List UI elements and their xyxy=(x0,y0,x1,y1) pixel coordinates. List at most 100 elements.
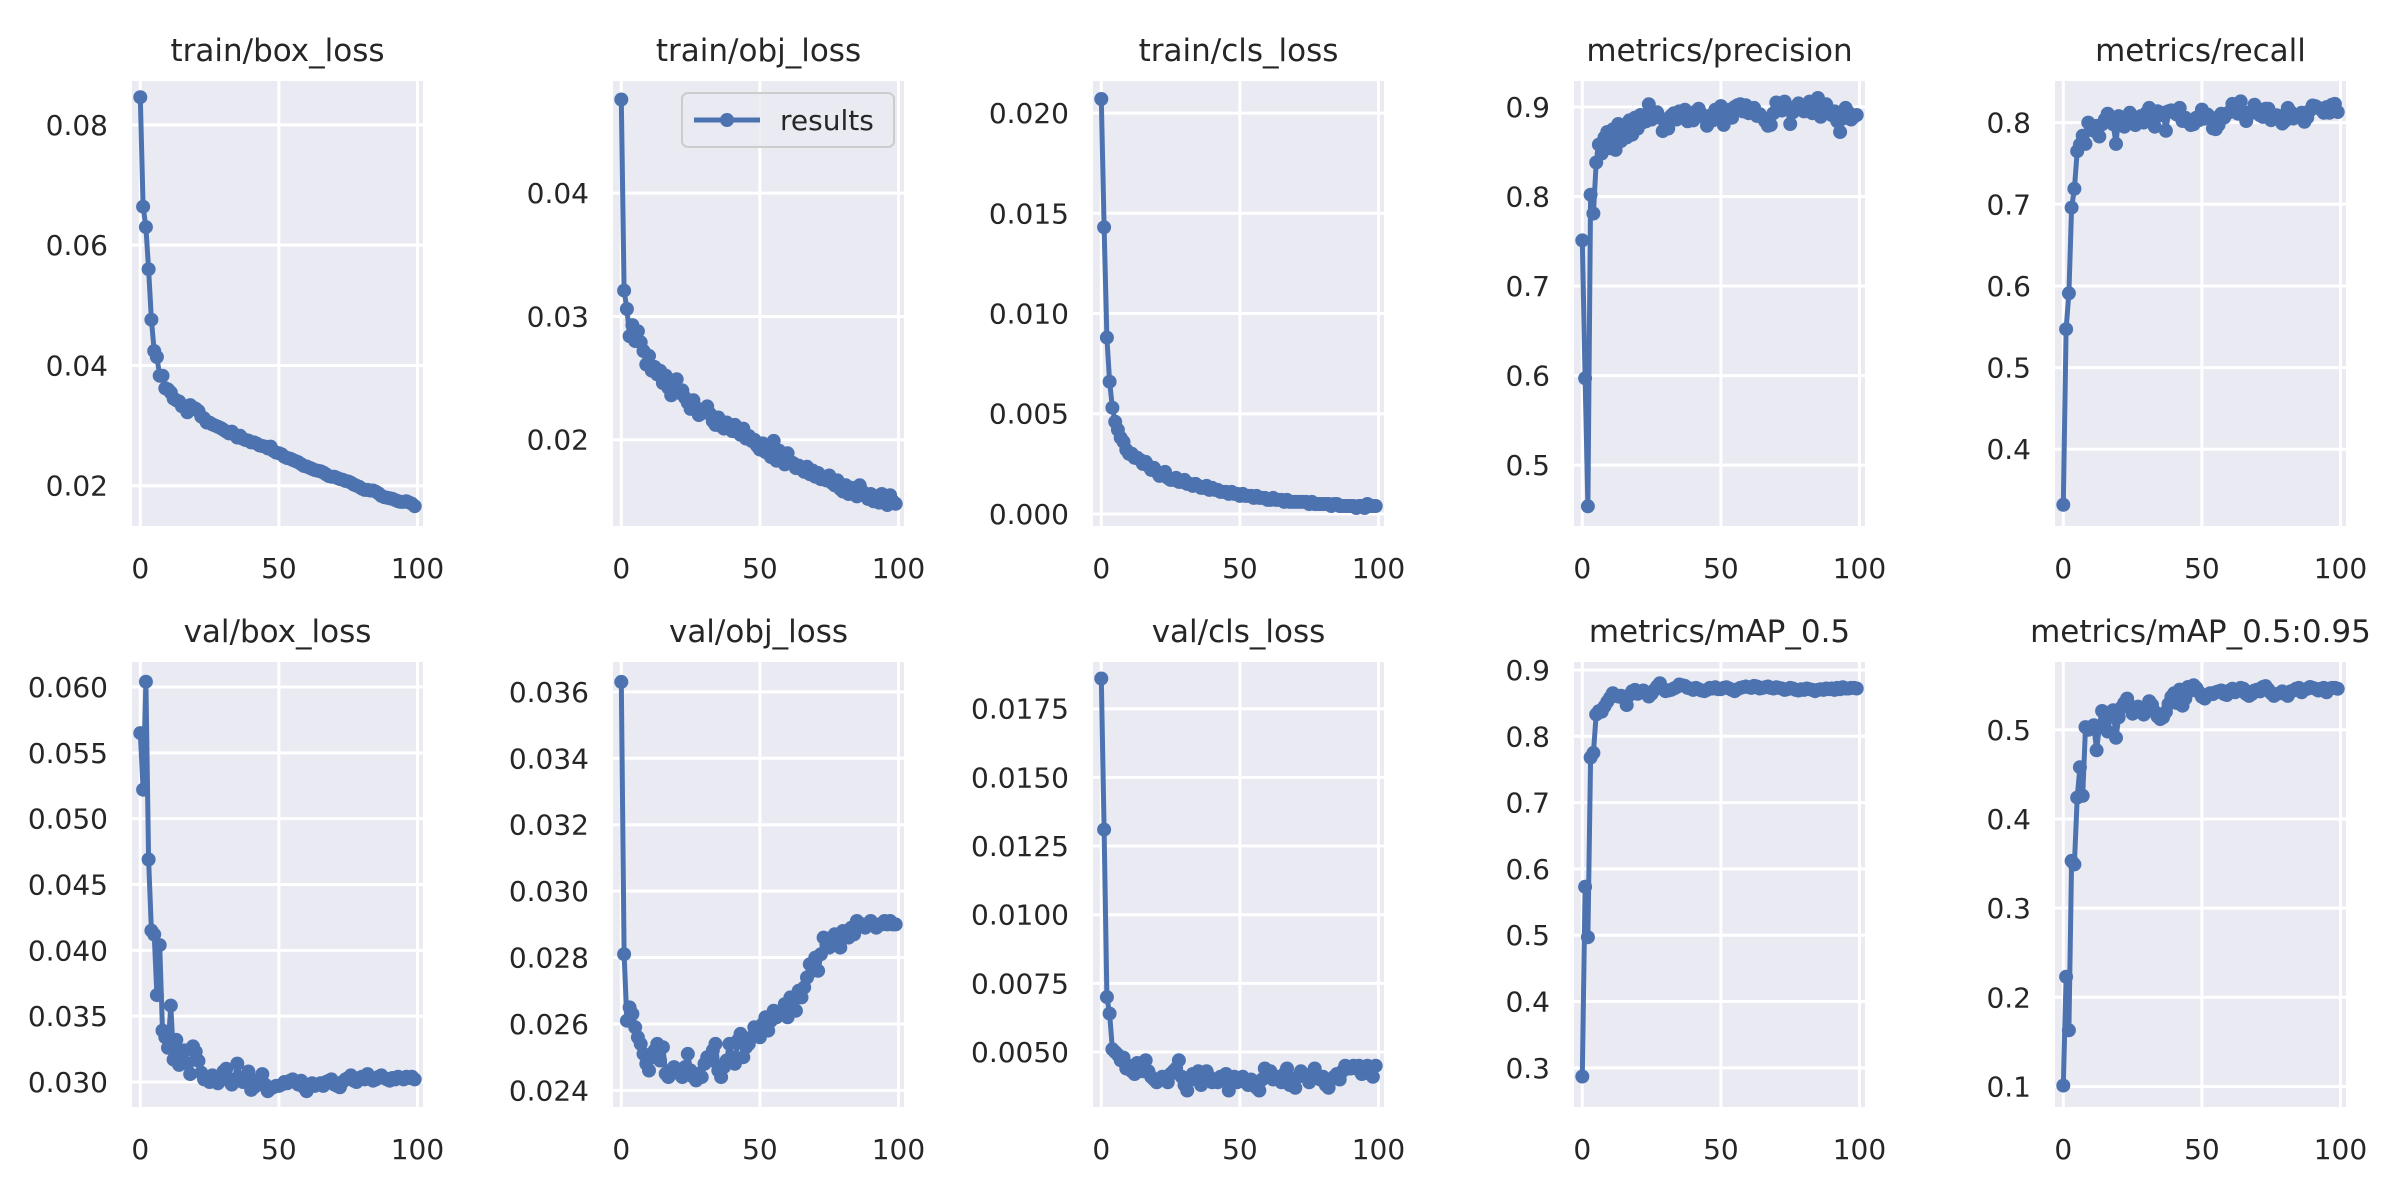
y-tick-label: 0.7 xyxy=(1505,787,1550,820)
legend-label: results xyxy=(780,104,874,137)
y-tick-label: 0.0050 xyxy=(971,1036,1069,1069)
data-point xyxy=(658,368,673,383)
x-tick-label: 50 xyxy=(2184,552,2220,585)
data-point xyxy=(669,372,684,387)
y-tick-label: 0.045 xyxy=(28,869,108,902)
data-point xyxy=(1849,681,1864,696)
x-tick-label: 0 xyxy=(131,1133,149,1166)
data-point xyxy=(133,726,148,741)
y-tick-label: 0.055 xyxy=(28,737,108,770)
data-point xyxy=(2061,286,2076,301)
y-tick-label: 0.9 xyxy=(1505,654,1550,687)
y-tick-label: 0.0125 xyxy=(971,830,1069,863)
data-point xyxy=(191,1053,206,1068)
data-point xyxy=(1094,92,1109,106)
y-tick-label: 0.034 xyxy=(509,742,589,775)
y-tick-label: 0.5 xyxy=(1505,449,1550,482)
data-point xyxy=(138,674,153,689)
data-point xyxy=(149,350,164,364)
data-point xyxy=(1368,499,1383,513)
y-tick-label: 0.000 xyxy=(989,498,1069,531)
y-tick-label: 0.0075 xyxy=(971,967,1069,1000)
subplot-train-cls-loss: 0.000 0.005 0.010 0.015 0.020 0 50 100 train/cls… xyxy=(989,33,1405,585)
y-tick-label: 0.8 xyxy=(1505,720,1550,753)
data-point xyxy=(1365,1069,1380,1084)
y-tick-label: 0.1 xyxy=(1986,1070,2031,1103)
data-point xyxy=(1105,400,1120,415)
y-tick-label: 0.3 xyxy=(1505,1052,1550,1085)
x-tick-label: 50 xyxy=(1703,552,1739,585)
data-point xyxy=(694,1070,709,1085)
data-point xyxy=(2072,760,2087,775)
data-point xyxy=(614,92,629,107)
y-tick-label: 0.4 xyxy=(1986,433,2031,466)
y-tick-label: 0.3 xyxy=(1986,892,2031,925)
y-tick-label: 0.5 xyxy=(1986,714,2031,747)
data-point xyxy=(407,1072,422,1087)
data-point xyxy=(1097,220,1112,235)
data-point xyxy=(1849,108,1864,122)
data-point xyxy=(2330,105,2345,119)
data-point xyxy=(241,1064,256,1079)
x-tick-label: 100 xyxy=(1352,552,1405,585)
y-tick-label: 0.030 xyxy=(28,1066,108,1099)
data-point xyxy=(407,499,422,514)
x-tick-label: 0 xyxy=(2054,552,2072,585)
y-tick-label: 0.030 xyxy=(509,875,589,908)
data-point xyxy=(1138,1053,1153,1068)
x-tick-label: 50 xyxy=(1222,1133,1258,1166)
data-point xyxy=(680,1046,695,1061)
data-point xyxy=(219,1061,234,1076)
data-point xyxy=(2109,730,2123,745)
data-point xyxy=(625,1007,640,1021)
y-tick-label: 0.7 xyxy=(1505,270,1550,303)
y-tick-label: 0.0150 xyxy=(971,761,1069,794)
subplot-val-cls-loss: 0.0050 0.0075 0.0100 0.0125 0.0150 0.0175 0 50 1… xyxy=(971,614,1405,1166)
data-point xyxy=(833,940,848,955)
x-tick-label: 50 xyxy=(2184,1133,2220,1166)
y-tick-label: 0.035 xyxy=(28,1000,108,1033)
data-point xyxy=(1583,187,1598,202)
subplot-title: train/cls_loss xyxy=(1139,33,1339,69)
data-point xyxy=(2158,123,2173,138)
y-tick-label: 0.060 xyxy=(28,671,108,704)
data-point xyxy=(1097,822,1112,837)
data-point xyxy=(155,368,170,383)
data-point xyxy=(642,1063,656,1078)
y-tick-label: 0.032 xyxy=(509,809,589,842)
data-point xyxy=(149,988,164,1003)
subplot-title: val/obj_loss xyxy=(669,614,848,650)
data-point xyxy=(1171,1053,1186,1068)
subplot-title: val/cls_loss xyxy=(1152,614,1326,650)
data-point xyxy=(158,1030,173,1045)
data-point xyxy=(1288,1080,1303,1095)
y-tick-label: 0.8 xyxy=(1505,181,1550,214)
y-tick-label: 0.010 xyxy=(989,298,1069,331)
x-tick-label: 100 xyxy=(1833,552,1886,585)
y-tick-label: 0.028 xyxy=(509,942,589,975)
data-point xyxy=(1783,117,1798,131)
data-point xyxy=(2067,181,2082,196)
data-point xyxy=(180,1056,195,1071)
data-point xyxy=(708,1036,723,1051)
y-tick-label: 0.040 xyxy=(28,934,108,967)
data-point xyxy=(1578,879,1593,894)
subplot-val-box-loss: 0.030 0.035 0.040 0.045 0.050 0.055 0.060 0 50 10… xyxy=(28,614,444,1166)
subplot-metrics-recall: 0.4 0.5 0.6 0.7 0.8 0 50 100 metrics/recall xyxy=(1986,33,2367,585)
x-tick-label: 0 xyxy=(1573,1133,1591,1166)
data-point xyxy=(2059,969,2074,984)
data-point xyxy=(2078,136,2093,151)
data-point xyxy=(630,324,645,339)
y-tick-label: 0.0175 xyxy=(971,693,1069,726)
data-point xyxy=(2075,788,2090,803)
y-tick-label: 0.4 xyxy=(1986,803,2031,836)
data-point xyxy=(617,283,632,298)
data-point xyxy=(642,348,656,363)
data-point xyxy=(1586,206,1601,221)
data-point xyxy=(1099,990,1114,1005)
data-point xyxy=(133,90,148,105)
subplot-metrics-precision: 0.5 0.6 0.7 0.8 0.9 0 50 100 metrics/precision xyxy=(1505,33,1886,585)
